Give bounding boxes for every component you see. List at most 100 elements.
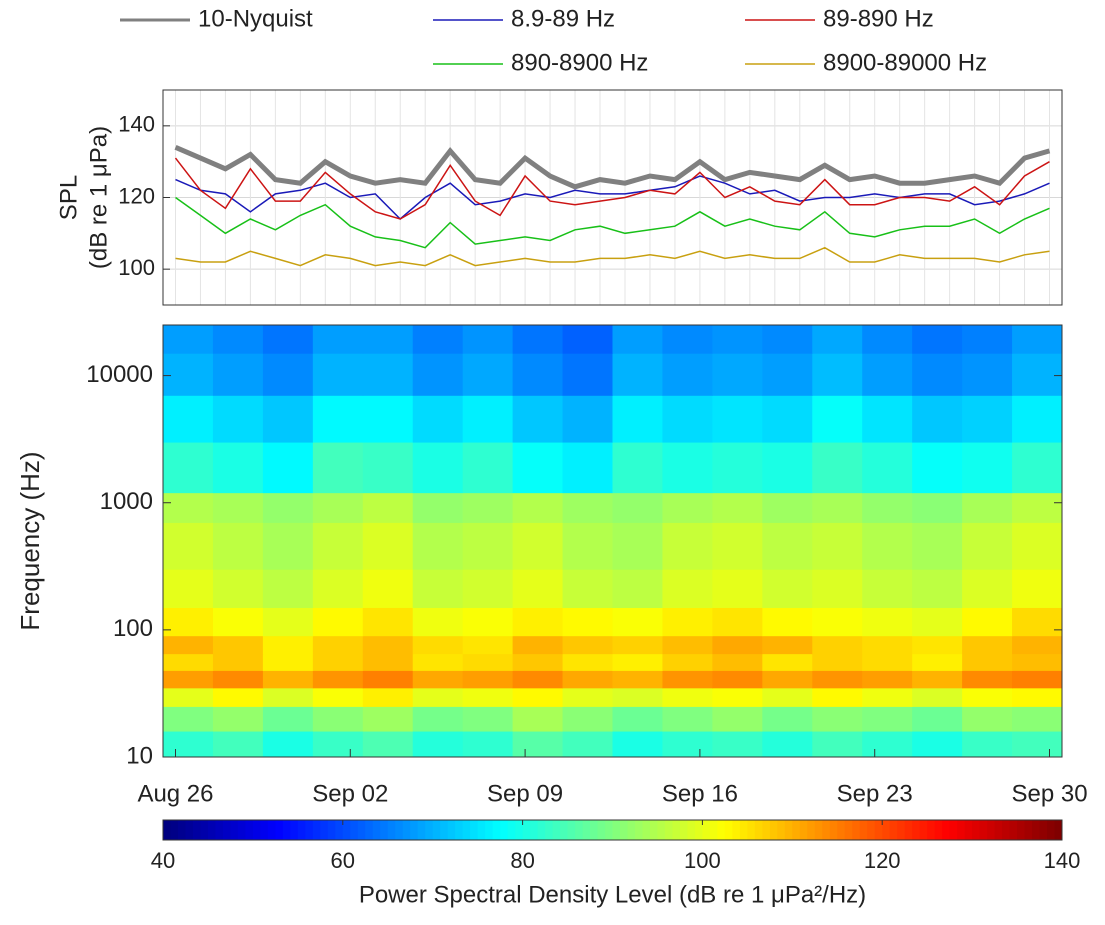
heatmap-cell [662, 442, 713, 494]
heatmap-cell [712, 670, 763, 689]
heatmap-cell [412, 635, 464, 655]
heatmap-cell [562, 442, 613, 494]
series-line [175, 196, 1050, 249]
heatmap-cell [1012, 325, 1063, 354]
colorbar-segment [814, 820, 823, 840]
heatmap-cell [362, 670, 414, 689]
heatmap-cell [562, 731, 613, 758]
heatmap-cell [462, 687, 514, 707]
heatmap-cell [262, 569, 314, 608]
colorbar-segment [185, 820, 194, 840]
colorbar-segment [312, 820, 321, 840]
colorbar-segment [867, 820, 876, 840]
heatmap-cell [762, 325, 813, 354]
heatmap-cell [1012, 670, 1063, 689]
heatmap-cell [612, 607, 663, 637]
colorbar-segment [395, 820, 404, 840]
heatmap-cell [163, 687, 214, 707]
heatmap-cell [762, 607, 813, 637]
heatmap-cell [412, 706, 464, 732]
heatmap-cell [812, 635, 863, 655]
colorbar-segment [822, 820, 831, 840]
heatmap-cell [662, 635, 713, 655]
legend-label: 8.9-89 Hz [511, 5, 615, 32]
heatmap-cell [412, 353, 464, 396]
heatmap-cell [712, 353, 763, 396]
heatmap-cell [1012, 442, 1063, 494]
heatmap-cell [462, 492, 514, 523]
legend-label: 890-8900 Hz [511, 49, 648, 76]
heatmap-cell [862, 492, 913, 523]
heatmap-cell [662, 653, 713, 671]
colorbar-segment [177, 820, 186, 840]
heatmap-cell [912, 569, 963, 608]
y-tick-label: 100 [113, 615, 153, 642]
heatmap-cell [762, 670, 813, 689]
heatmap-cell [512, 635, 564, 655]
colorbar-segment [327, 820, 336, 840]
heatmap-cell [262, 442, 314, 494]
heatmap-cell [562, 492, 613, 523]
heatmap-cell [562, 706, 613, 732]
colorbar-segment [972, 820, 981, 840]
colorbar-segment [170, 820, 179, 840]
heatmap-cell [412, 395, 464, 443]
colorbar-segment [245, 820, 254, 840]
colorbar-segment [732, 820, 741, 840]
heatmap-cell [612, 635, 663, 655]
heatmap-cell [312, 442, 364, 494]
heatmap-cell [412, 653, 464, 671]
colorbar-segment [320, 820, 329, 840]
colorbar-segment [365, 820, 374, 840]
heatmap-cell [962, 653, 1013, 671]
legend-label: 8900-89000 Hz [823, 49, 987, 76]
heatmap-cell [312, 706, 364, 732]
heatmap-cell [163, 635, 214, 655]
heatmap-cell [912, 607, 963, 637]
colorbar-segment [567, 820, 576, 840]
colorbar-segment [357, 820, 366, 840]
heatmap-cell [212, 353, 264, 396]
heatmap-cell [512, 607, 564, 637]
heatmap-cell [712, 492, 763, 523]
heatmap-cell [312, 635, 364, 655]
heatmap-cell [562, 522, 613, 570]
heatmap-cell [962, 492, 1013, 523]
heatmap-cell [362, 706, 414, 732]
heatmap-cell [362, 635, 414, 655]
heatmap-cell [762, 653, 813, 671]
heatmap-cell [862, 395, 913, 443]
colorbar-segment [290, 820, 299, 840]
colorbar-segment [672, 820, 681, 840]
heatmap-cell [412, 442, 464, 494]
heatmap-cell [163, 706, 214, 732]
colorbar-segment [305, 820, 314, 840]
heatmap-cell [212, 653, 264, 671]
colorbar-segment [844, 820, 853, 840]
heatmap-cell [762, 522, 813, 570]
colorbar-tick-label: 100 [684, 848, 721, 873]
heatmap-cell [562, 569, 613, 608]
heatmap-cell [512, 492, 564, 523]
colorbar-segment [215, 820, 224, 840]
y-tick-label: 10000 [86, 361, 153, 388]
heatmap-cell [962, 731, 1013, 758]
heatmap-cell [212, 731, 264, 758]
heatmap-cell [312, 569, 364, 608]
heatmap-cell [163, 731, 214, 758]
heatmap-cell [362, 395, 414, 443]
colorbar-segment [417, 820, 426, 840]
heatmap-cell [662, 731, 713, 758]
heatmap-cell [612, 731, 663, 758]
heatmap-cell [1012, 706, 1063, 732]
colorbar-segment [694, 820, 703, 840]
colorbar-segment [462, 820, 471, 840]
colorbar-segment [500, 820, 509, 840]
colorbar-segment [807, 820, 816, 840]
colorbar-segment [515, 820, 524, 840]
heatmap-cell [762, 395, 813, 443]
heatmap-cell [612, 687, 663, 707]
heatmap-cell [662, 687, 713, 707]
colorbar-segment [777, 820, 786, 840]
colorbar-segment [1024, 820, 1033, 840]
